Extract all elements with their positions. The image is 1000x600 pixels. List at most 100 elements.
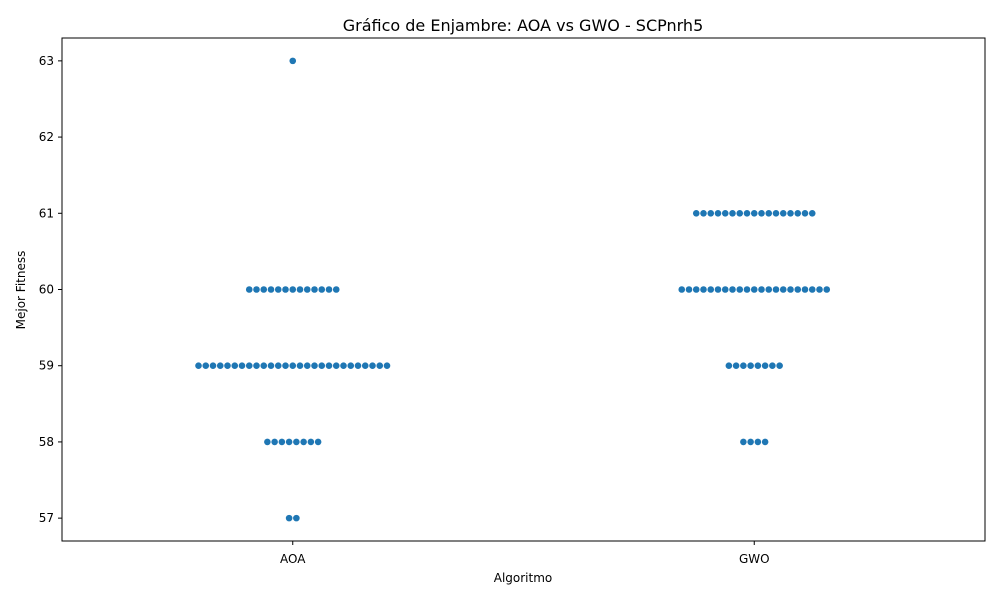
data-point xyxy=(224,362,231,370)
data-point xyxy=(779,286,787,293)
data-point xyxy=(750,286,758,293)
data-point xyxy=(282,362,289,370)
data-point xyxy=(700,286,707,293)
data-point xyxy=(747,362,754,370)
data-point xyxy=(721,209,729,217)
data-point xyxy=(347,362,355,370)
y-axis: 57 58 59 60 61 62 63 xyxy=(39,54,62,525)
data-point xyxy=(765,209,773,217)
data-point xyxy=(808,286,816,293)
y-tick-label: 62 xyxy=(39,130,54,144)
data-point xyxy=(303,362,311,370)
data-point xyxy=(772,209,780,217)
data-point xyxy=(318,362,326,370)
data-point xyxy=(354,362,362,370)
data-point xyxy=(278,438,286,446)
data-point xyxy=(761,362,769,370)
data-point xyxy=(289,362,297,370)
data-point xyxy=(758,209,765,217)
data-point xyxy=(274,286,282,293)
data-point xyxy=(260,286,268,293)
data-point xyxy=(195,362,202,370)
data-point xyxy=(692,286,700,293)
data-point xyxy=(325,362,333,370)
data-point xyxy=(216,362,224,370)
data-point xyxy=(361,362,369,370)
data-point xyxy=(253,286,260,293)
data-point xyxy=(314,438,322,446)
data-point xyxy=(714,209,722,217)
data-point xyxy=(285,514,293,522)
data-point xyxy=(289,57,297,65)
data-point xyxy=(761,438,769,446)
data-point xyxy=(743,286,751,293)
data-point xyxy=(740,362,747,370)
data-point xyxy=(253,362,260,370)
data-point xyxy=(289,286,297,293)
y-tick-label: 58 xyxy=(39,435,54,449)
data-point xyxy=(794,286,802,293)
y-tick-label: 61 xyxy=(39,206,54,220)
data-point xyxy=(765,286,773,293)
data-point xyxy=(769,362,776,370)
data-point xyxy=(736,286,744,293)
data-point xyxy=(274,362,282,370)
plot-area-frame xyxy=(61,37,986,542)
data-point xyxy=(332,286,340,293)
data-point xyxy=(311,362,318,370)
data-point xyxy=(750,209,758,217)
data-point xyxy=(740,438,747,446)
data-point xyxy=(325,286,333,293)
data-point xyxy=(729,209,736,217)
data-point xyxy=(787,286,794,293)
data-point xyxy=(245,362,253,370)
data-point xyxy=(732,362,740,370)
data-point xyxy=(754,362,762,370)
data-point xyxy=(779,209,787,217)
y-tick-label: 60 xyxy=(39,283,54,297)
data-point xyxy=(787,209,794,217)
data-point xyxy=(721,286,729,293)
data-point xyxy=(267,286,275,293)
x-axis: AOA GWO xyxy=(280,541,770,566)
x-axis-label: Algoritmo xyxy=(494,571,553,585)
data-point xyxy=(823,286,831,293)
data-point xyxy=(794,209,802,217)
data-point xyxy=(285,438,293,446)
chart-title: Gráfico de Enjambre: AOA vs GWO - SCPnrh… xyxy=(343,16,704,35)
data-point xyxy=(307,438,315,446)
data-point xyxy=(318,286,326,293)
data-point xyxy=(303,286,311,293)
data-point xyxy=(311,286,318,293)
data-point xyxy=(376,362,384,370)
data-point xyxy=(293,438,300,446)
data-point xyxy=(231,362,239,370)
data-point xyxy=(296,362,304,370)
data-point xyxy=(293,514,300,522)
data-point xyxy=(801,286,809,293)
data-point xyxy=(725,362,733,370)
data-point xyxy=(678,286,686,293)
data-point xyxy=(772,286,780,293)
x-tick-label: GWO xyxy=(739,552,770,566)
data-point xyxy=(776,362,783,370)
data-point xyxy=(685,286,693,293)
data-point xyxy=(714,286,722,293)
data-points xyxy=(195,57,831,522)
data-point xyxy=(271,438,278,446)
data-point xyxy=(808,209,816,217)
data-point xyxy=(369,362,376,370)
data-point xyxy=(816,286,823,293)
y-axis-label: Mejor Fitness xyxy=(14,251,28,330)
data-point xyxy=(758,286,765,293)
x-tick-label: AOA xyxy=(280,552,306,566)
data-point xyxy=(729,286,736,293)
data-point xyxy=(340,362,347,370)
data-point xyxy=(383,362,391,370)
data-point xyxy=(700,209,707,217)
data-point xyxy=(801,209,809,217)
data-point xyxy=(245,286,253,293)
data-point xyxy=(300,438,307,446)
data-point xyxy=(209,362,217,370)
